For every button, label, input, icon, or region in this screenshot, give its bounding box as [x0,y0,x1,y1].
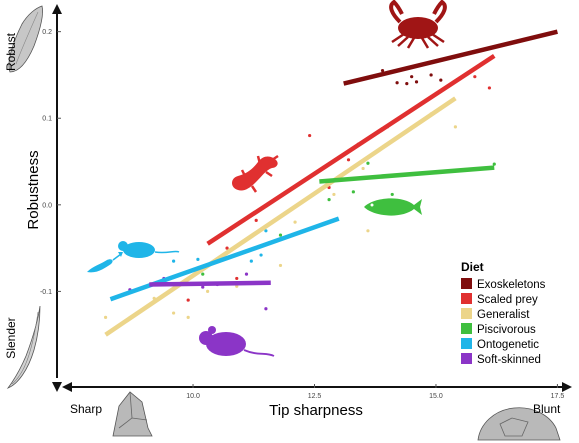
y-axis-title: Robustness [25,150,42,229]
y-low-label: Slender [4,317,18,358]
data-point-generalist [278,263,283,268]
lizard-icon [232,154,279,193]
fit-line-piscivorous [319,165,495,184]
data-point-exoskeletons [395,81,399,85]
x-ticks: 10.0 12.5 15.0 17.5 [186,384,564,400]
data-point-exoskeletons [410,75,414,79]
data-point-generalist [206,289,210,294]
data-point-generalist [361,166,365,171]
data-point-scaled-prey [487,86,492,90]
sharp-tooth-icon [112,391,153,437]
data-point-scaled-prey [308,133,312,138]
data-point-ontogenetic [259,253,263,257]
x-tick-label: 17.5 [551,393,565,400]
y-tick-label: 0.2 [42,29,52,36]
data-point-soft-skinned [244,272,249,276]
fit-line-ontogenetic [109,216,340,302]
fit-line-scaled-prey [206,54,496,246]
data-point-generalist [332,192,336,197]
data-point-exoskeletons [414,80,419,84]
data-point-scaled-prey [473,75,477,79]
legend: Diet Exoskeletons Scaled prey Generalist Pi… [461,260,546,366]
data-point-piscivorous [366,161,370,165]
x-low-label: Sharp [70,402,102,416]
data-point-scaled-prey [254,218,258,223]
data-point-ontogenetic [249,259,253,263]
y-axis [52,4,62,392]
y-high-label: Robust [4,32,18,71]
fish-icon [364,198,422,216]
fit-lines-layer [104,29,558,337]
data-point-generalist [366,229,370,233]
x-axis-title: Tip sharpness [269,402,363,419]
data-point-piscivorous [327,198,331,202]
data-point-piscivorous [492,162,496,166]
legend-title: Diet [461,260,484,274]
fit-line-exoskeletons [343,29,558,86]
legend-swatch-piscivorous [461,323,472,334]
legend-swatch-exoskeletons [461,278,472,289]
data-point-scaled-prey [235,276,239,281]
mouse-and-lizard-icon [87,241,180,273]
data-point-scaled-prey [186,298,190,302]
x-high-label: Blunt [533,402,561,416]
data-point-exoskeletons [439,78,443,82]
robust-tooth-icon [8,5,43,73]
data-point-piscivorous [351,190,355,194]
fit-line-generalist [104,96,457,337]
legend-swatch-generalist [461,308,472,319]
data-point-piscivorous [390,192,394,197]
legend-label-ontogenetic: Ontogenetic [477,339,539,351]
data-point-generalist [186,315,190,319]
legend-label-generalist: Generalist [477,309,530,321]
data-point-generalist [453,125,457,129]
data-point-piscivorous [278,233,283,237]
data-point-soft-skinned [201,285,205,289]
legend-label-soft-skinned: Soft-skinned [477,354,541,366]
legend-label-scaled-prey: Scaled prey [477,294,538,306]
y-ticks: -0.1 0.0 0.1 0.2 [40,29,61,296]
mouse-icon [199,326,275,357]
data-point-ontogenetic [172,259,176,263]
data-point-ontogenetic [196,257,200,261]
data-point-scaled-prey [346,158,351,162]
x-tick-label: 12.5 [308,393,322,400]
data-point-generalist [293,220,297,224]
y-tick-label: -0.1 [40,289,52,296]
data-point-exoskeletons [429,73,433,77]
y-tick-label: 0.0 [42,202,52,209]
data-point-generalist [172,311,176,315]
y-tick-label: 0.1 [42,116,52,123]
legend-swatch-soft-skinned [461,353,472,364]
blunt-tooth-icon [477,407,561,441]
data-point-exoskeletons [380,69,385,73]
legend-label-exoskeletons: Exoskeletons [477,279,546,291]
data-point-piscivorous [201,272,205,276]
legend-swatch-scaled-prey [461,293,472,304]
crab-icon [389,0,447,49]
data-point-ontogenetic [264,229,268,233]
slender-tooth-icon [6,305,41,389]
legend-label-piscivorous: Piscivorous [477,324,536,336]
x-tick-label: 10.0 [186,393,200,400]
x-tick-label: 15.0 [429,393,443,400]
legend-swatch-ontogenetic [461,338,472,349]
fit-line-soft-skinned [149,280,271,287]
data-point-generalist [103,315,108,319]
data-point-exoskeletons [405,82,409,86]
data-point-soft-skinned [264,307,268,311]
x-axis [62,382,572,392]
data-point-scaled-prey [225,246,229,250]
